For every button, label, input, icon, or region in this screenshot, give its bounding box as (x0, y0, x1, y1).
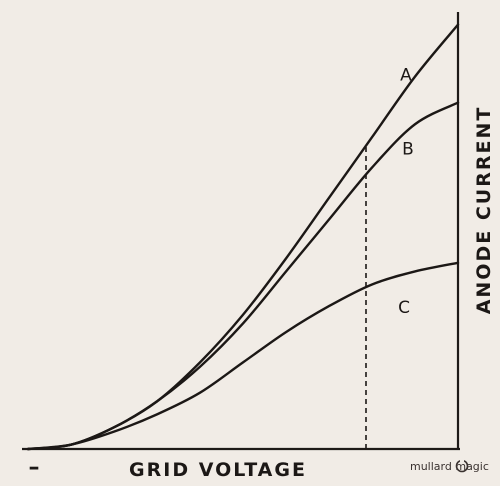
series-line-a (26, 23, 460, 451)
series-group (26, 23, 460, 451)
axes (22, 12, 460, 451)
series-labels: A B C (398, 66, 414, 318)
series-line-c (26, 261, 460, 451)
series-label-a: A (400, 66, 412, 86)
watermark-logo-icon (455, 459, 469, 473)
series-line-b (26, 101, 460, 451)
series-label-c: C (398, 298, 410, 318)
watermark-text: mullard magic (410, 460, 489, 473)
series-label-b: B (402, 140, 414, 160)
y-axis-label: ANODE CURRENT (473, 106, 495, 315)
x-tick-label: – (29, 455, 40, 480)
x-axis-label: GRID VOLTAGE (129, 459, 307, 481)
